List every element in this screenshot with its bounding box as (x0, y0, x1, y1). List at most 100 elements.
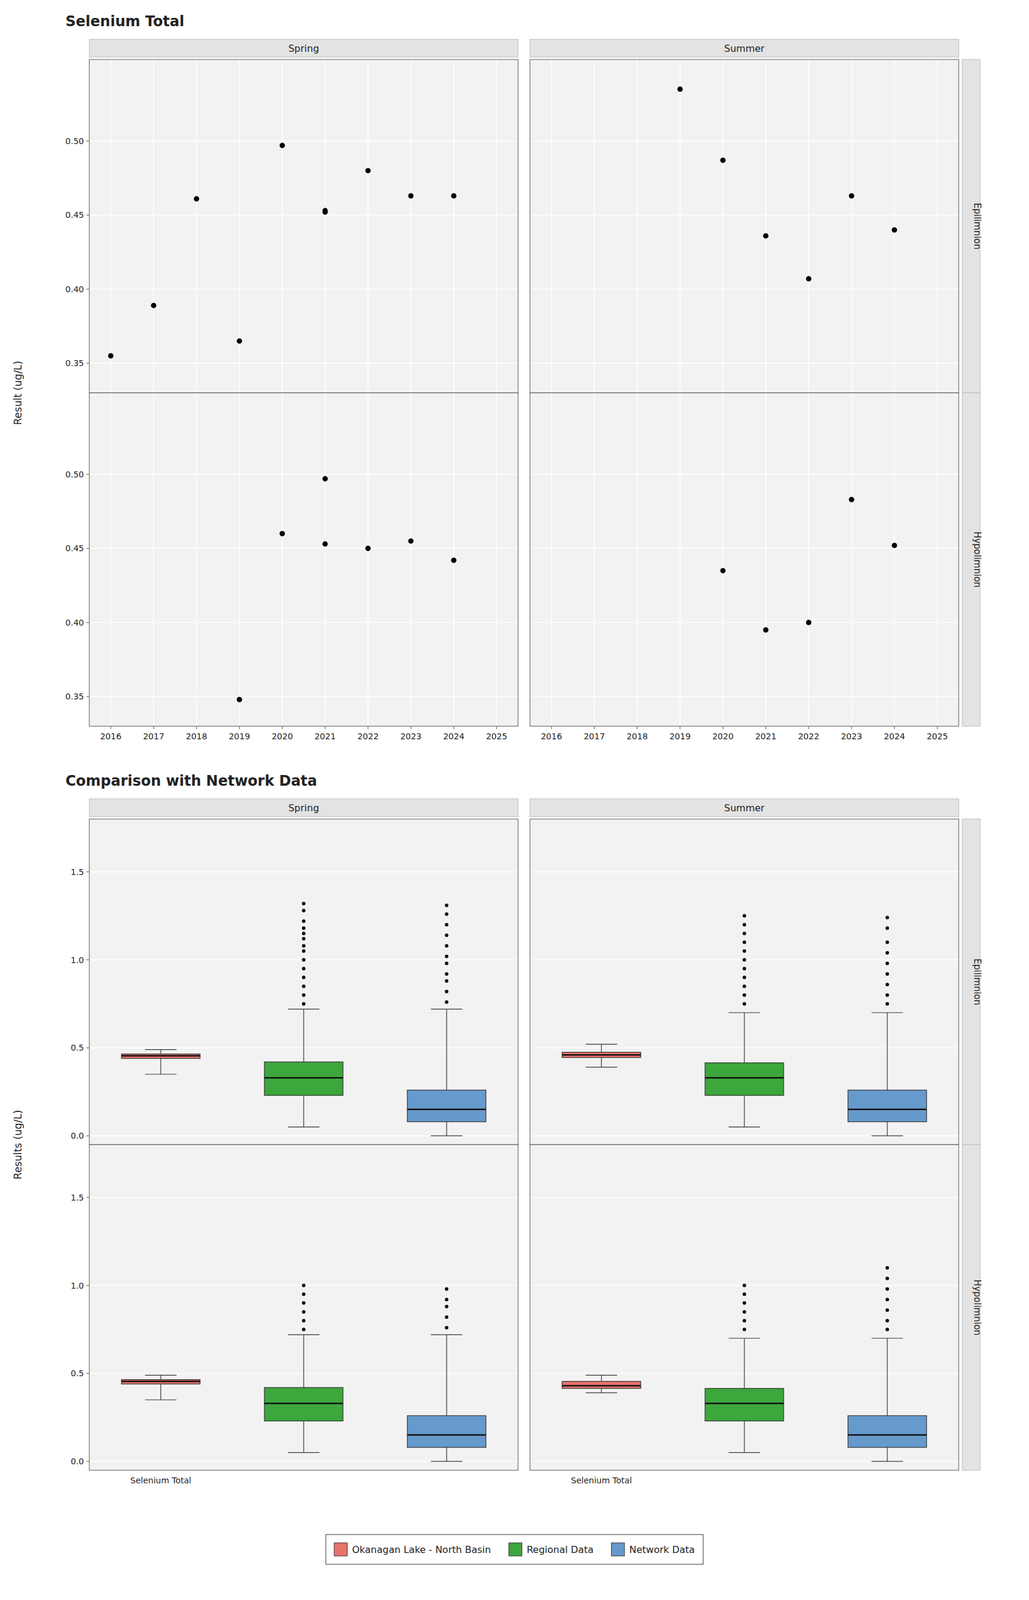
median (407, 1109, 486, 1112)
whisker-cap-low (145, 1399, 177, 1401)
y-tick-label: 0.5 (70, 1369, 84, 1379)
y-tick-label: 0.35 (65, 691, 84, 702)
whisker-cap-high (288, 1335, 320, 1336)
grid-line (722, 59, 724, 394)
median (264, 1402, 343, 1405)
tick-mark (410, 726, 412, 730)
grid-line (89, 696, 519, 698)
flier (301, 926, 306, 931)
y-tick-label: 1.5 (70, 1193, 84, 1203)
flier (742, 949, 747, 954)
flier (742, 1002, 747, 1006)
x-tick-label: 2021 (755, 731, 777, 742)
grid-line (550, 59, 553, 394)
point (365, 546, 371, 552)
box (121, 1054, 201, 1059)
whisker-cap-low (585, 1392, 618, 1394)
tick-mark (86, 1136, 90, 1137)
x-tick-label: 2020 (712, 731, 734, 742)
boxes (562, 914, 927, 1137)
panel (529, 59, 959, 394)
whisker-cap-low (728, 1127, 761, 1128)
whisker-cap-low (871, 1136, 904, 1137)
legend-frame (325, 1535, 704, 1565)
flier (444, 944, 449, 949)
grid-line (893, 393, 896, 727)
y-tick-label: 0.45 (65, 543, 84, 554)
flier (742, 914, 747, 919)
tick-mark (239, 726, 240, 730)
flier (444, 955, 449, 959)
tick-mark (110, 726, 112, 730)
tick-mark (937, 726, 938, 730)
legend-label: Okanagan Lake - North Basin (351, 1544, 491, 1557)
grid-line (529, 1197, 959, 1199)
point (763, 233, 769, 239)
whisker-high (303, 1335, 304, 1389)
whisker-cap-high (585, 1375, 618, 1377)
box-plot (562, 1375, 641, 1394)
column-strip (89, 39, 519, 58)
grid-line (281, 59, 283, 394)
median (847, 1109, 927, 1112)
tick-mark (86, 1373, 90, 1375)
y-tick-label: 1.5 (70, 867, 84, 878)
whisker-cap-low (585, 1067, 618, 1068)
point (720, 568, 726, 574)
flier (301, 993, 306, 998)
flier (301, 976, 306, 980)
column-label: Summer (724, 42, 765, 55)
flier (742, 1292, 747, 1297)
whisker-cap-low (288, 1127, 320, 1128)
whisker-cap-high (145, 1049, 177, 1051)
flier (885, 1266, 890, 1271)
grid-line (850, 59, 853, 394)
flier (301, 1301, 306, 1306)
plot-frame (89, 393, 519, 727)
grid-line (850, 393, 853, 727)
column-label: Summer (724, 802, 765, 815)
x-tick-label: 2018 (626, 731, 648, 742)
whisker-cap-low (431, 1136, 463, 1137)
flier (885, 972, 890, 977)
plot-frame (529, 59, 959, 394)
point (194, 195, 200, 202)
flier (301, 937, 306, 941)
whisker-low (743, 1095, 745, 1128)
tick-mark (86, 288, 90, 290)
plot-frame (529, 819, 959, 1146)
whisker-cap-high (871, 1012, 904, 1014)
y-axis-label: Result (ug/L) (11, 360, 24, 426)
panel-background (89, 1145, 519, 1471)
points (237, 476, 457, 703)
whisker-cap-high (585, 1044, 618, 1046)
grid-line (410, 393, 412, 727)
box-plot (264, 1284, 343, 1454)
plot-frame (529, 1145, 959, 1471)
tick-mark (86, 696, 90, 698)
point (322, 209, 329, 215)
row-label: Hypolimnion (971, 531, 983, 588)
x-tick-label: 2025 (926, 731, 949, 742)
box (264, 1388, 343, 1422)
flier (885, 961, 890, 966)
box (705, 1389, 784, 1423)
tick-mark (680, 726, 681, 730)
grid-line (89, 1197, 519, 1199)
grid-line (679, 393, 681, 727)
y-tick-label: 0.0 (70, 1457, 84, 1467)
grid-line (453, 59, 455, 394)
tick-mark (851, 726, 853, 730)
box (562, 1382, 641, 1390)
flier (444, 912, 449, 917)
point (892, 227, 898, 233)
box-plot (705, 914, 784, 1128)
grid-line (89, 1135, 519, 1137)
x-tick-label: 2022 (357, 731, 379, 742)
box-plot (562, 1044, 641, 1068)
box (847, 1416, 927, 1448)
box-plot (847, 1266, 927, 1462)
whisker-low (303, 1421, 304, 1453)
points (720, 497, 898, 634)
flier (444, 1316, 449, 1320)
